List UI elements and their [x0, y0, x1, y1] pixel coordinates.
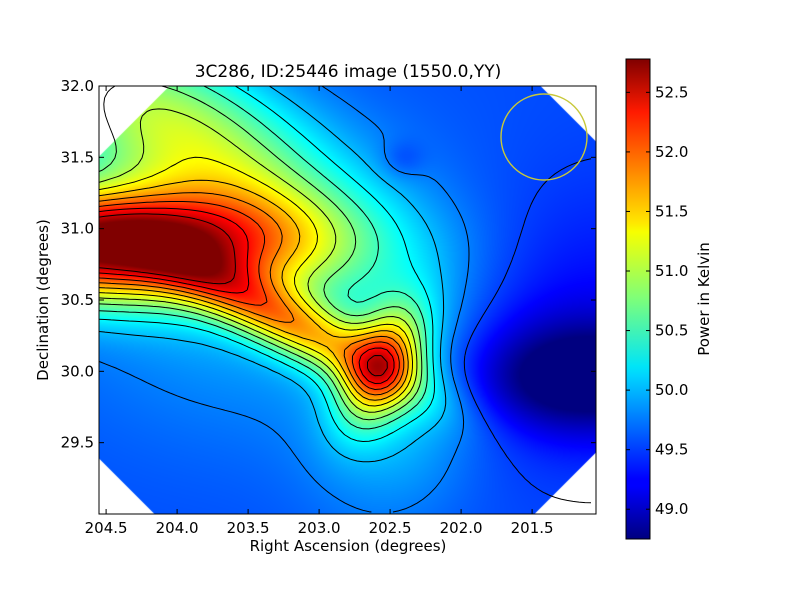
- x-tick-label: 201.5: [511, 519, 554, 537]
- y-tick-label: 29.5: [61, 434, 94, 452]
- contour-line: [99, 192, 405, 396]
- y-tick-label: 30.0: [61, 362, 94, 380]
- contour-line: [99, 179, 409, 401]
- colorbar-tick-label: 50.5: [655, 322, 688, 340]
- marker-circle: [500, 93, 588, 181]
- x-axis-label: Right Ascension (degrees): [250, 537, 447, 555]
- contour-lines: [99, 86, 592, 513]
- contour-line: [99, 108, 418, 413]
- y-tick-label: 31.0: [61, 220, 94, 238]
- contour-line: [99, 86, 470, 513]
- colorbar-ticks: 49.0 49.5 50.0 50.5 51.0 51.5 52.0 52.5: [626, 83, 688, 518]
- y-axis: 29.5 30.0 30.5 31.0 31.5 32.0: [61, 77, 596, 452]
- colorbar-label: Power in Kelvin: [695, 242, 713, 356]
- contour-line: [99, 213, 388, 377]
- x-tick-label: 203.0: [298, 519, 341, 537]
- colorbar-tick-label: 51.0: [655, 262, 688, 280]
- colorbar: [625, 58, 651, 540]
- chart-title: 3C286, ID:25446 image (1550.0,YY): [195, 62, 502, 82]
- colorbar-tick-label: 52.5: [655, 83, 688, 101]
- x-tick-label: 204.5: [85, 519, 128, 537]
- x-tick-label: 204.0: [156, 519, 199, 537]
- x-tick-label: 202.5: [369, 519, 412, 537]
- colorbar-tick-label: 49.5: [655, 441, 688, 459]
- y-tick-label: 31.5: [61, 148, 94, 166]
- contour-line: [99, 207, 395, 384]
- contour-line: [99, 156, 413, 407]
- contour-line: [99, 86, 447, 463]
- colorbar-tick-label: 50.0: [655, 381, 688, 399]
- x-axis: 204.5 204.0 203.5 203.0 202.5 202.0 201.5: [85, 86, 554, 537]
- contour-line: [99, 201, 400, 390]
- heatmap: [99, 86, 596, 514]
- heatmap-canvas: [99, 86, 596, 514]
- contour-line: [99, 86, 423, 421]
- colorbar-tick-label: 51.5: [655, 202, 688, 220]
- colorbar-tick-label: 52.0: [655, 143, 688, 161]
- y-tick-label: 30.5: [61, 291, 94, 309]
- contour-line: [463, 158, 592, 504]
- y-axis-label: Declination (degrees): [34, 219, 52, 381]
- contour-line: [99, 86, 435, 442]
- x-tick-label: 202.0: [440, 519, 483, 537]
- colorbar-tick-label: 49.0: [655, 500, 688, 518]
- y-tick-label: 32.0: [61, 77, 94, 95]
- x-tick-label: 203.5: [227, 519, 270, 537]
- contour-line: [99, 86, 428, 430]
